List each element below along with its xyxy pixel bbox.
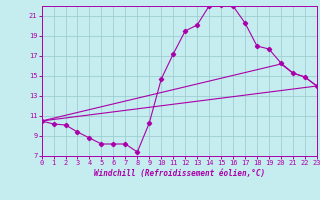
X-axis label: Windchill (Refroidissement éolien,°C): Windchill (Refroidissement éolien,°C): [94, 169, 265, 178]
